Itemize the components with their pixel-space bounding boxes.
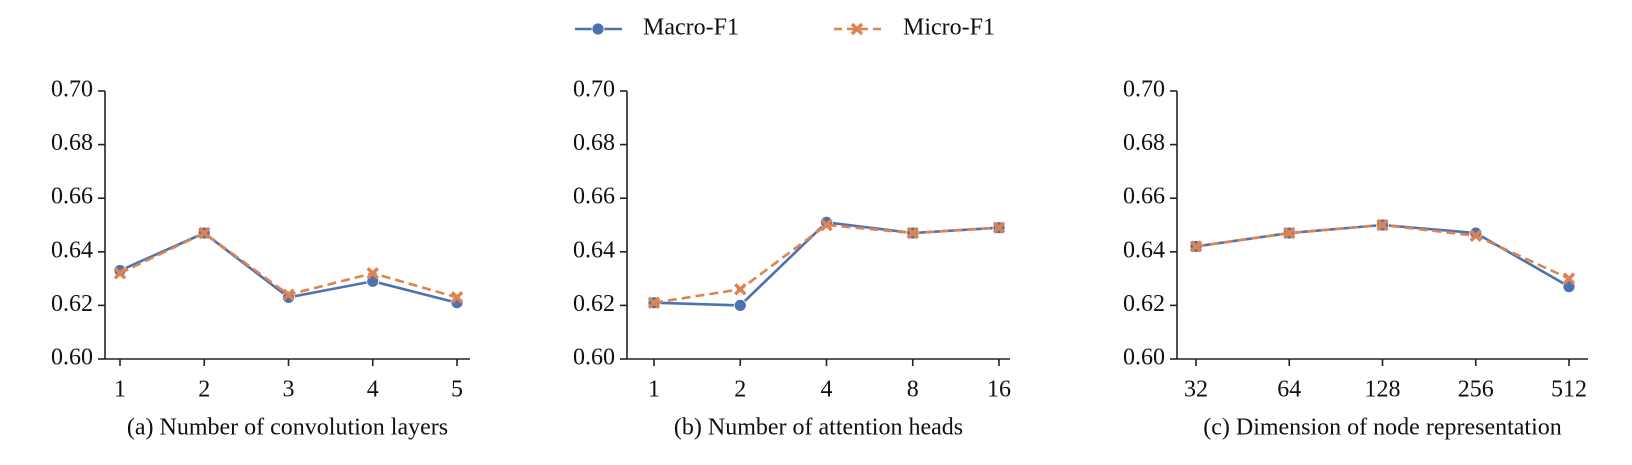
x-tick-label: 32 <box>1184 377 1208 403</box>
point <box>1283 226 1296 240</box>
x-tick-label: 4 <box>367 377 379 403</box>
point <box>1376 218 1389 232</box>
legend-label: Macro-F1 <box>643 15 739 41</box>
x-tick-label: 1 <box>114 377 126 403</box>
x-tick-label: 8 <box>907 377 919 403</box>
x-tick-label: 5 <box>451 377 463 403</box>
point <box>647 296 661 309</box>
point <box>850 22 864 36</box>
y-tick-label: 0.68 <box>573 130 615 156</box>
caption: (c) Dimension of node representation <box>1203 415 1562 441</box>
series-line <box>119 231 458 299</box>
y-tick-label: 0.64 <box>51 237 93 263</box>
y-tick-label: 0.62 <box>573 291 615 317</box>
caption: (a) Number of convolution layers <box>127 415 448 441</box>
point <box>450 291 464 304</box>
point <box>734 283 747 296</box>
x-tick-label: 128 <box>1365 377 1401 403</box>
point <box>591 22 605 36</box>
legend-label: Micro-F1 <box>903 15 995 41</box>
y-tick-label: 0.70 <box>1123 77 1165 103</box>
y-tick-label: 0.62 <box>51 291 93 317</box>
x-tick-label: 3 <box>283 377 295 403</box>
x-tick-label: 2 <box>734 377 746 403</box>
y-tick-label: 0.60 <box>573 345 615 371</box>
point <box>992 221 1006 234</box>
point <box>113 267 127 280</box>
y-tick-label: 0.60 <box>1123 345 1165 371</box>
x-tick-label: 2 <box>198 377 210 403</box>
y-tick-label: 0.68 <box>51 130 93 156</box>
caption: (b) Number of attention heads <box>674 415 963 441</box>
point <box>198 226 211 240</box>
point <box>282 288 295 301</box>
point <box>1189 240 1203 253</box>
point <box>906 226 919 240</box>
y-tick-label: 0.68 <box>1123 130 1165 156</box>
y-tick-label: 0.66 <box>51 184 93 210</box>
series-line <box>653 223 1000 305</box>
point <box>366 267 379 280</box>
x-tick-label: 512 <box>1551 377 1587 403</box>
x-tick-label: 16 <box>987 377 1011 403</box>
point <box>820 218 833 232</box>
point <box>733 298 747 312</box>
x-tick-label: 1 <box>648 377 660 403</box>
point <box>1469 229 1482 242</box>
y-tick-label: 0.64 <box>1123 237 1165 263</box>
series-line <box>1195 223 1570 280</box>
y-tick-label: 0.64 <box>573 237 615 263</box>
y-tick-label: 0.60 <box>51 345 93 371</box>
x-tick-label: 64 <box>1277 377 1301 403</box>
y-tick-label: 0.70 <box>51 77 93 103</box>
point <box>1562 272 1576 285</box>
x-tick-label: 4 <box>821 377 833 403</box>
x-tick-label: 256 <box>1458 377 1494 403</box>
y-tick-label: 0.70 <box>573 77 615 103</box>
series-line <box>653 220 1000 307</box>
y-tick-label: 0.66 <box>573 184 615 210</box>
y-tick-label: 0.66 <box>1123 184 1165 210</box>
series-line <box>1195 223 1570 288</box>
y-tick-label: 0.62 <box>1123 291 1165 317</box>
